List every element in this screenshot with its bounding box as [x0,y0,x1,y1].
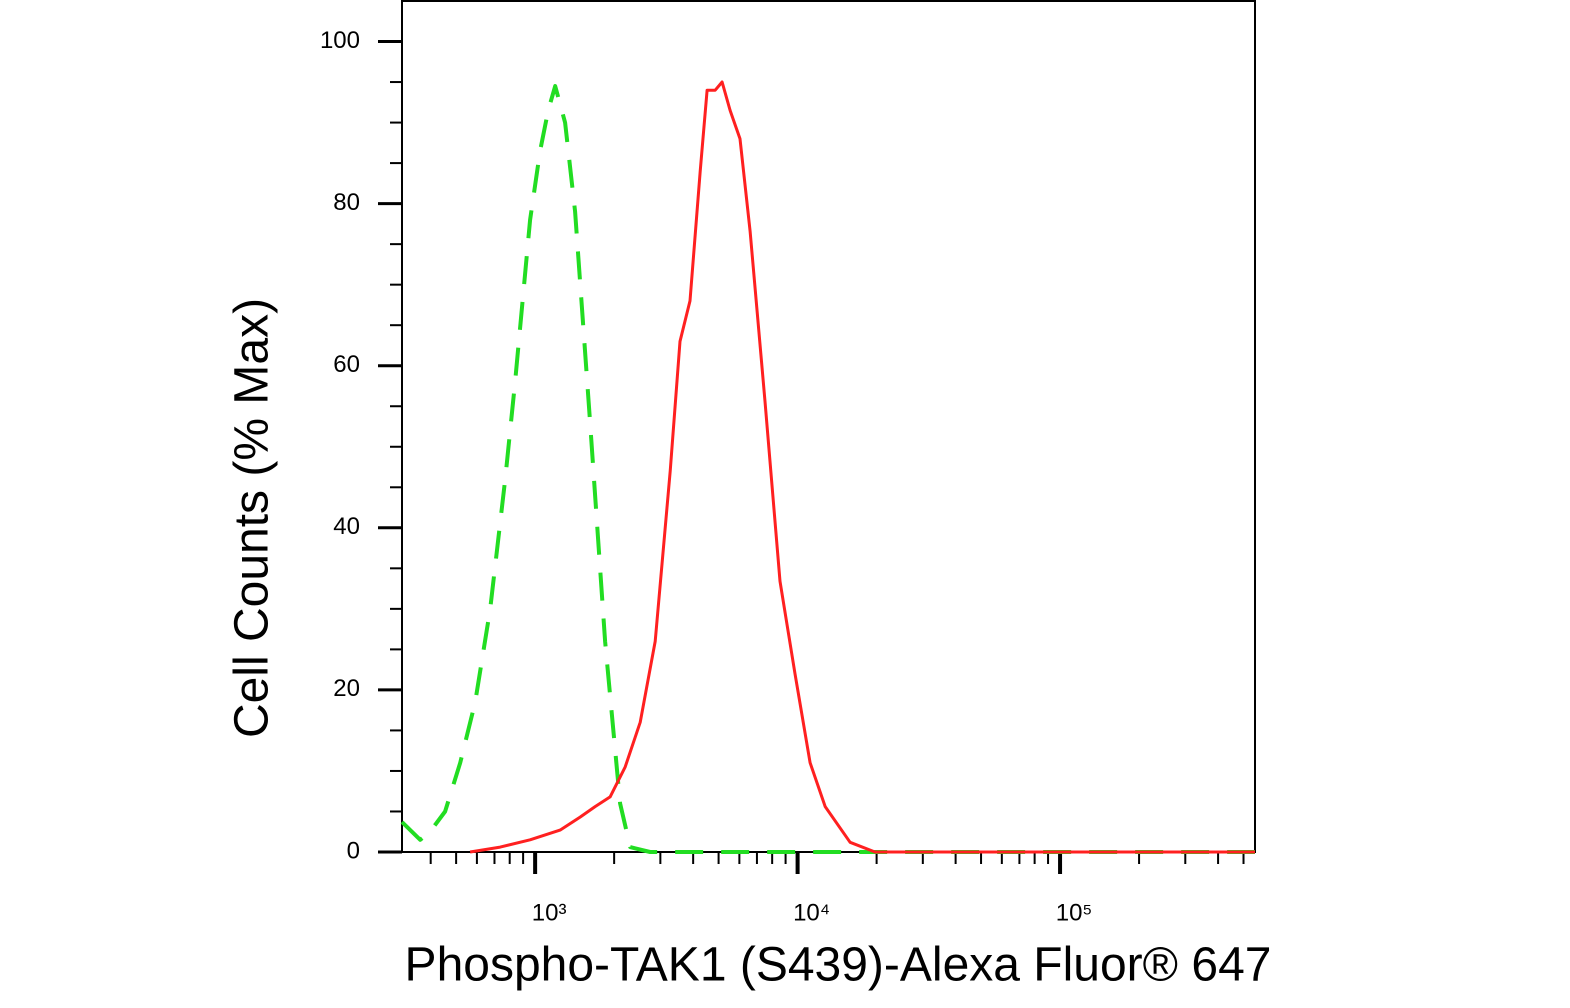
y-tick-label: 0 [347,837,360,864]
x-tick-label: 10⁴ [793,899,830,926]
x-axis-title: Phospho-TAK1 (S439)-Alexa Fluor® 647 [405,939,1272,992]
histogram-line [400,84,1255,854]
y-tick-label: 20 [333,675,360,702]
y-tick-label: 40 [333,513,360,540]
x-tick-label: 10³ [532,899,567,926]
x-tick-label: 10⁵ [1056,899,1093,926]
y-tick-label: 80 [333,189,360,216]
plot-frame [401,0,1256,853]
y-tick-label: 60 [333,351,360,378]
histogram-line [469,80,1255,854]
y-tick-label: 100 [320,27,360,54]
y-axis-title: Cell Counts (% Max) [226,298,279,738]
